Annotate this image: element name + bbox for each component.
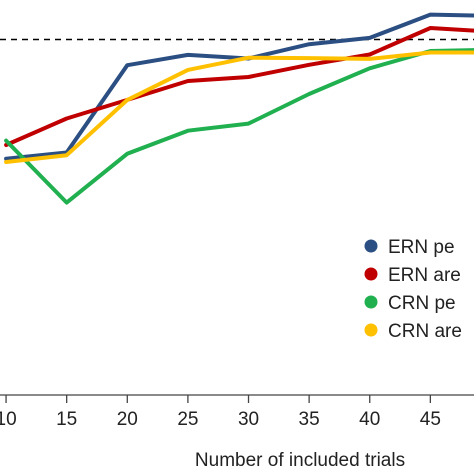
legend-entry: CRN pe bbox=[364, 293, 456, 314]
legend-label: CRN pe bbox=[388, 293, 456, 314]
legend-marker bbox=[364, 267, 378, 281]
legend-marker bbox=[364, 295, 378, 309]
series-layer bbox=[4, 12, 474, 205]
x-tick-label: 35 bbox=[299, 409, 320, 430]
legend: ERN pe ERN are CRN pe CRN are bbox=[364, 237, 462, 342]
legend-entry: CRN are bbox=[364, 321, 462, 342]
x-tick-label: 40 bbox=[359, 409, 380, 430]
x-tick-label: 15 bbox=[56, 409, 77, 430]
x-tick-label: 20 bbox=[117, 409, 138, 430]
x-tick-label: 10 bbox=[0, 409, 17, 430]
legend-entry: ERN pe bbox=[364, 237, 455, 258]
series-line-1 bbox=[4, 12, 474, 161]
x-tick-label: 25 bbox=[177, 409, 198, 430]
series-line-3 bbox=[4, 48, 474, 205]
legend-entry: ERN are bbox=[364, 265, 461, 286]
legend-label: ERN are bbox=[388, 265, 461, 286]
legend-label: ERN pe bbox=[388, 237, 455, 258]
legend-marker bbox=[364, 239, 378, 253]
series-line-2 bbox=[4, 26, 474, 147]
x-tick-label: 30 bbox=[238, 409, 259, 430]
legend-label: CRN are bbox=[388, 321, 462, 342]
series-line-4 bbox=[4, 50, 474, 164]
x-tick-layer: 10 15 20 25 30 35 40 45 bbox=[0, 395, 441, 430]
legend-marker bbox=[364, 323, 378, 337]
x-axis-title: Number of included trials bbox=[195, 450, 405, 471]
x-tick-label: 45 bbox=[420, 409, 441, 430]
